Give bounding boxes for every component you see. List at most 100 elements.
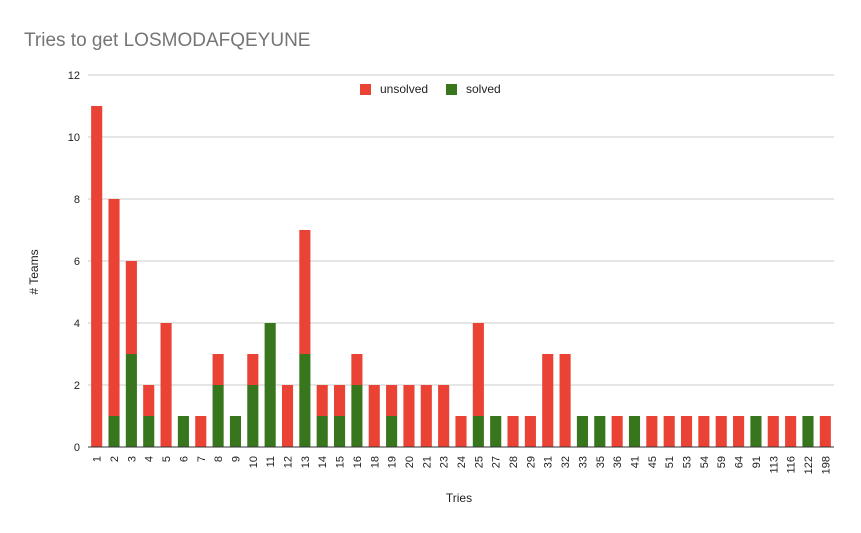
y-tick-label: 10 bbox=[68, 132, 80, 144]
x-tick-label: 113 bbox=[768, 456, 780, 474]
bar-unsolved bbox=[125, 261, 137, 354]
bar-solved bbox=[472, 416, 484, 447]
gridlines bbox=[88, 74, 834, 386]
x-tick-label: 5 bbox=[161, 456, 173, 462]
bar-unsolved bbox=[160, 323, 172, 447]
x-tick-label: 116 bbox=[786, 456, 798, 474]
bar-unsolved bbox=[472, 323, 484, 416]
x-tick-label: 51 bbox=[664, 456, 676, 468]
x-tick-label: 20 bbox=[404, 456, 416, 468]
bar-solved bbox=[316, 416, 328, 447]
x-tick-label: 6 bbox=[178, 456, 190, 462]
bar-solved bbox=[802, 416, 814, 447]
legend-label-unsolved: unsolved bbox=[380, 82, 428, 96]
y-axis-label: # Teams bbox=[27, 249, 41, 294]
y-axis-ticks: 0 2 4 6 8 10 12 bbox=[68, 70, 80, 454]
x-tick-label: 32 bbox=[560, 456, 572, 468]
bar-unsolved bbox=[438, 385, 450, 447]
chart-title: Tries to get LOSMODAFQEYUNE bbox=[24, 30, 310, 51]
bar-solved bbox=[229, 416, 242, 447]
bar-unsolved bbox=[715, 416, 727, 447]
x-tick-label: 8 bbox=[213, 456, 225, 462]
x-tick-label: 35 bbox=[595, 456, 607, 468]
bar-unsolved bbox=[212, 354, 224, 385]
bar-unsolved bbox=[819, 416, 831, 447]
bar-unsolved bbox=[195, 416, 207, 447]
x-tick-label: 14 bbox=[317, 456, 329, 468]
bar-solved bbox=[594, 416, 606, 447]
x-tick-label: 3 bbox=[126, 456, 138, 462]
y-tick-label: 2 bbox=[74, 380, 80, 392]
bar-unsolved bbox=[403, 385, 415, 447]
x-tick-label: 15 bbox=[335, 456, 347, 468]
x-tick-label: 25 bbox=[473, 456, 485, 468]
x-tick-label: 2 bbox=[109, 456, 121, 462]
legend-swatch-unsolved bbox=[360, 84, 371, 95]
x-tick-label: 4 bbox=[144, 456, 156, 462]
bar-unsolved bbox=[281, 385, 294, 447]
bar-solved bbox=[125, 354, 137, 447]
legend-label-solved: solved bbox=[466, 82, 501, 96]
bar-unsolved bbox=[680, 416, 693, 447]
bar-solved bbox=[386, 416, 398, 447]
bar-solved bbox=[177, 416, 189, 447]
bar-unsolved bbox=[108, 199, 120, 416]
x-tick-label: 24 bbox=[456, 456, 468, 468]
bar-solved bbox=[351, 385, 363, 447]
bar-unsolved bbox=[611, 416, 623, 447]
x-tick-label: 10 bbox=[248, 456, 260, 468]
bar-unsolved bbox=[542, 354, 554, 447]
bar-solved bbox=[299, 354, 311, 447]
x-tick-label: 31 bbox=[543, 456, 555, 468]
x-tick-label: 11 bbox=[265, 456, 277, 467]
x-tick-label: 23 bbox=[439, 456, 451, 468]
x-tick-label: 1 bbox=[92, 456, 104, 462]
bar-unsolved bbox=[733, 416, 745, 447]
x-tick-label: 16 bbox=[352, 456, 364, 468]
bar-unsolved bbox=[334, 385, 346, 416]
bar-solved bbox=[143, 416, 155, 447]
bar-unsolved bbox=[767, 416, 779, 447]
bar-unsolved bbox=[698, 416, 710, 447]
y-tick-label: 6 bbox=[74, 256, 80, 268]
bar-unsolved bbox=[559, 354, 571, 447]
bar-solved bbox=[576, 416, 588, 447]
x-tick-label: 18 bbox=[369, 456, 381, 468]
bar-unsolved bbox=[299, 230, 311, 354]
bar-unsolved bbox=[785, 416, 797, 447]
bar-unsolved bbox=[524, 416, 536, 447]
bar-unsolved bbox=[646, 416, 658, 447]
x-tick-label: 21 bbox=[421, 456, 433, 468]
bar-unsolved bbox=[91, 106, 103, 447]
x-tick-label: 12 bbox=[283, 456, 295, 468]
x-tick-label: 33 bbox=[577, 456, 589, 468]
x-tick-label: 53 bbox=[682, 456, 694, 468]
x-tick-label: 13 bbox=[300, 456, 312, 468]
x-tick-label: 91 bbox=[751, 456, 763, 468]
x-tick-label: 198 bbox=[820, 456, 832, 474]
bars bbox=[91, 106, 831, 447]
y-tick-label: 0 bbox=[74, 442, 80, 454]
bar-unsolved bbox=[420, 385, 432, 447]
bar-solved bbox=[108, 416, 120, 447]
x-tick-label: 41 bbox=[629, 456, 641, 468]
x-tick-label: 28 bbox=[508, 456, 520, 468]
bar-solved bbox=[334, 416, 346, 447]
bar-unsolved bbox=[386, 385, 398, 416]
x-axis-ticks: 1 2 3 4 5 6 7 8 9 10 11 12 13 14 15 16 18 19 20 21 23 24 25 27 2… bbox=[92, 456, 833, 474]
bar-unsolved bbox=[316, 385, 328, 416]
bar-solved bbox=[750, 416, 762, 447]
y-tick-label: 12 bbox=[68, 70, 80, 82]
bar-solved bbox=[247, 385, 259, 447]
legend-swatch-solved bbox=[446, 84, 457, 95]
bar-unsolved bbox=[351, 354, 363, 385]
x-tick-label: 64 bbox=[734, 456, 746, 468]
x-tick-label: 19 bbox=[387, 456, 399, 468]
bar-solved bbox=[264, 323, 276, 447]
x-axis-label: Tries bbox=[446, 491, 472, 505]
bar-solved bbox=[490, 416, 502, 447]
x-tick-label: 122 bbox=[803, 456, 815, 474]
x-tick-label: 29 bbox=[525, 456, 537, 468]
